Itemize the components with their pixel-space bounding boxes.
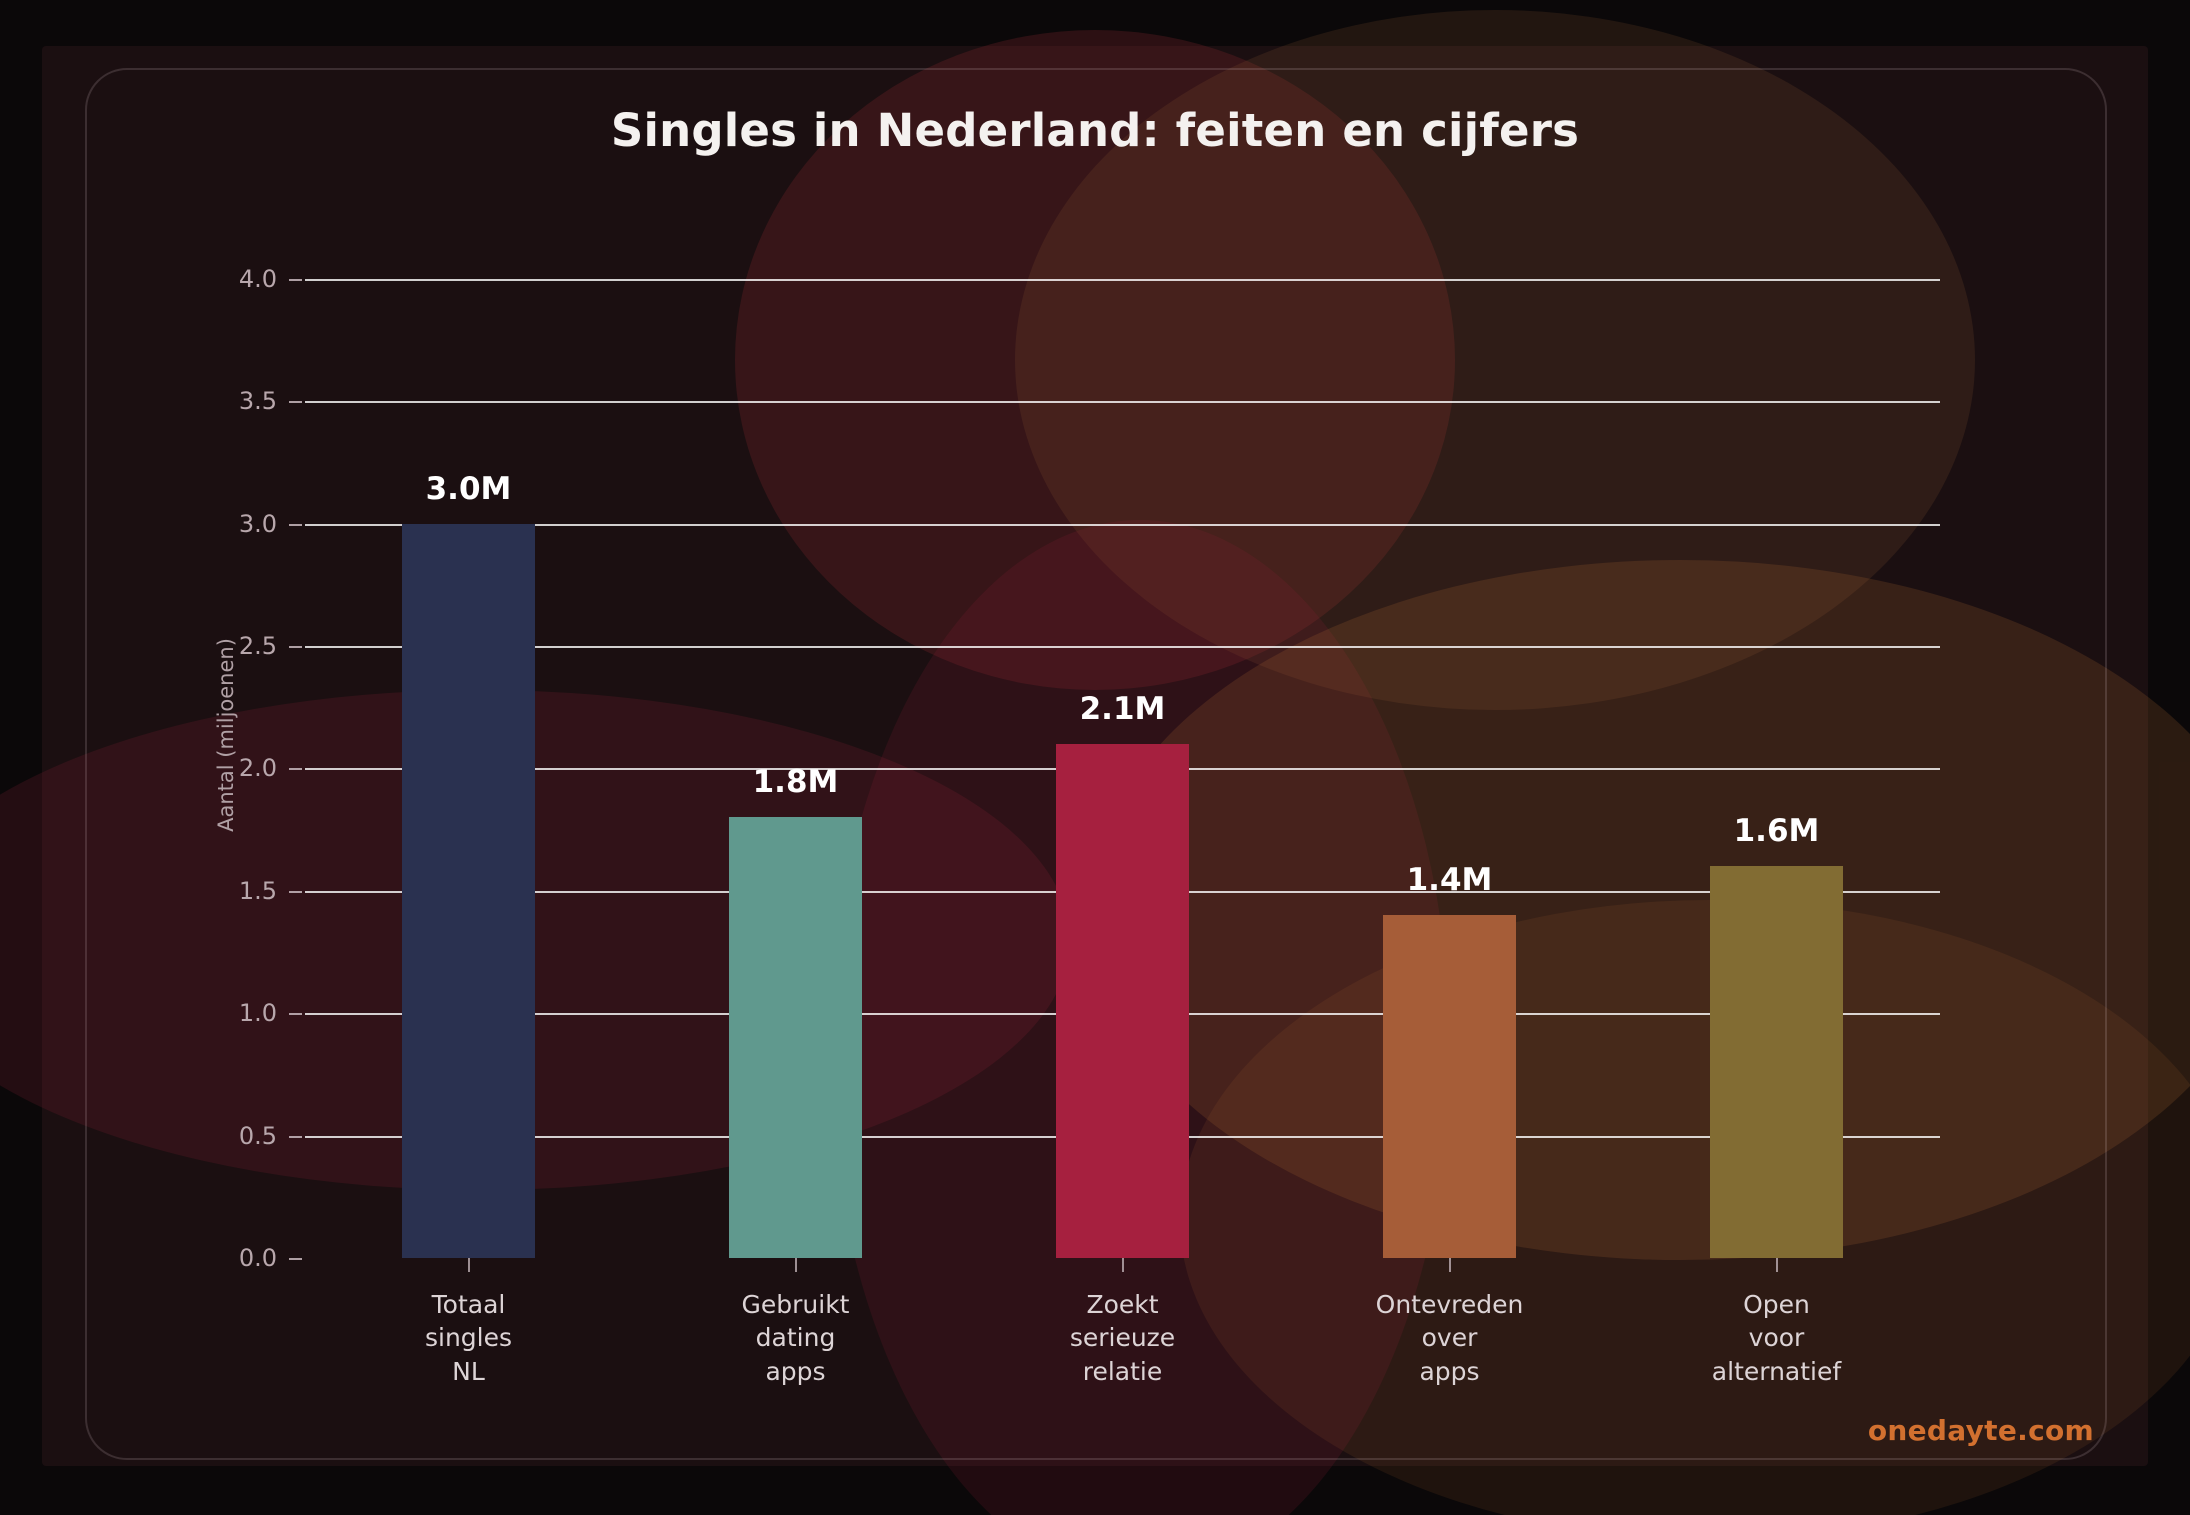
bar-value-label: 1.8M: [752, 764, 839, 801]
x-axis-category-label: Totaal singles NL: [424, 1290, 513, 1386]
x-axis-category-label: Zoekt serieuze relatie: [1069, 1290, 1176, 1386]
x-axis-category-label: Ontevreden over apps: [1375, 1290, 1524, 1386]
bar[interactable]: 3.0M Totaal singles NL: [402, 471, 535, 1386]
y-axis-tick-label: 1.5: [238, 876, 277, 905]
y-axis-tick-label: 0.0: [238, 1244, 277, 1272]
y-axis-tick-label: 3.5: [238, 387, 277, 416]
x-axis-tick-mark: [1448, 1258, 1451, 1272]
x-axis-tick-mark: [1775, 1258, 1778, 1272]
bars-layer: 3.0M Totaal singles NL 1.8M Gebruikt dating…: [305, 230, 1940, 1386]
x-axis-category-label: Gebruikt dating apps: [741, 1290, 850, 1386]
x-axis-tick-mark: [1121, 1258, 1124, 1272]
brand-watermark: onedayte.com: [1867, 1414, 2094, 1447]
gridline: [305, 401, 1940, 404]
bar[interactable]: 1.8M Gebruikt dating apps: [729, 764, 862, 1386]
y-axis-tick-mark: [289, 401, 302, 404]
y-axis-tick-mark: [289, 278, 302, 281]
bar-value-label: 2.1M: [1079, 691, 1166, 727]
y-axis-tick-mark: [289, 1258, 302, 1260]
bar[interactable]: 1.6M Open voor alternatief: [1710, 813, 1843, 1386]
plot-area: 0.0 0.5 1.0 1.5 2.0 2.5 3.0 3.5 4.0 3.0M Totaal s…: [239, 230, 1940, 1386]
y-axis-tick-mark: [289, 1135, 302, 1138]
bar-value-label: 1.6M: [1733, 813, 1820, 850]
chart-title: Singles in Nederland: feiten en cijfers: [610, 104, 1580, 157]
bar[interactable]: 2.1M Zoekt serieuze relatie: [1056, 691, 1189, 1386]
y-axis-label: Aantal (miljoenen): [214, 638, 238, 832]
gridline: [305, 523, 1940, 526]
y-axis-tick-label: 4.0: [238, 264, 277, 293]
y-axis-tick-label: 2.5: [238, 632, 277, 661]
y-axis-tick-label: 2.0: [238, 754, 277, 783]
y-axis-tick-mark: [289, 768, 302, 771]
y-axis-tick-label: 3.0: [238, 509, 277, 538]
x-axis-category-label: Open voor alternatief: [1711, 1290, 1842, 1386]
y-axis-tick-mark: [289, 890, 302, 893]
gridline: [305, 278, 1940, 281]
x-axis-tick-mark: [467, 1258, 470, 1272]
y-axis-tick-label: 1.0: [238, 999, 277, 1028]
bar-value-label: 3.0M: [425, 470, 512, 507]
bar[interactable]: 1.4M Ontevreden over apps: [1376, 862, 1524, 1385]
bar-value-label: 1.4M: [1406, 862, 1493, 899]
x-axis-tick-mark: [794, 1258, 797, 1272]
gridline: [305, 646, 1940, 649]
y-axis-tick-mark: [289, 1013, 302, 1016]
y-axis-tick-mark: [289, 646, 302, 649]
y-axis-tick-mark: [289, 523, 302, 526]
y-axis-tick-label: 0.5: [238, 1121, 277, 1150]
